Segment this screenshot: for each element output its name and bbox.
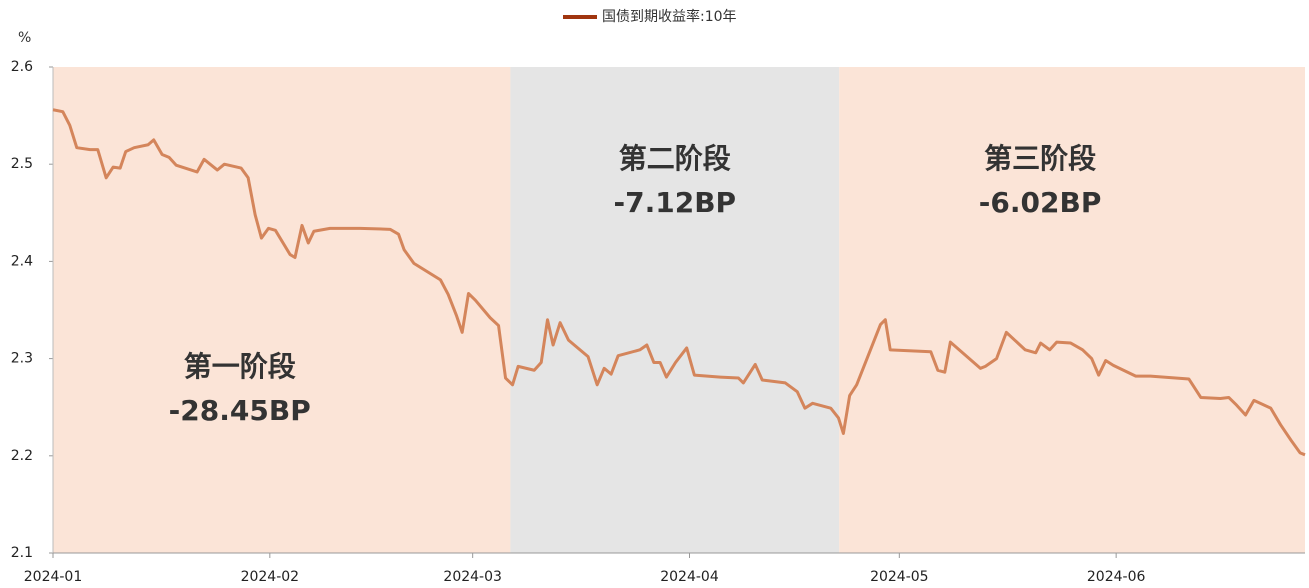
x-tick-label: 2024-02	[241, 569, 300, 585]
phase-label: 第二阶段	[619, 142, 731, 175]
y-tick-label: 2.5	[11, 156, 33, 172]
y-unit: %	[18, 30, 31, 46]
phase-label: 第三阶段	[984, 142, 1096, 175]
y-tick-label: 2.3	[11, 351, 33, 367]
phase-region	[53, 67, 511, 553]
yield-line	[52, 108, 1306, 457]
y-tick-label: 2.6	[11, 59, 33, 75]
phase-region	[510, 67, 840, 553]
x-tick-label: 2024-06	[1087, 569, 1146, 585]
phase-label: 第一阶段	[184, 350, 296, 383]
y-tick-label: 2.4	[11, 253, 33, 269]
x-tick-label: 2024-01	[24, 569, 83, 585]
legend-label: 国债到期收益率:10年	[602, 8, 737, 25]
x-tick-label: 2024-05	[870, 569, 929, 585]
x-tick-label: 2024-04	[660, 569, 719, 585]
phase-region	[839, 67, 1305, 553]
phase-change: -28.45BP	[169, 394, 311, 427]
phase-change: -7.12BP	[614, 186, 737, 219]
y-tick-label: 2.2	[11, 448, 33, 464]
x-tick-label: 2024-03	[443, 569, 502, 585]
phase-change: -6.02BP	[979, 186, 1102, 219]
y-tick-label: 2.1	[11, 545, 33, 561]
